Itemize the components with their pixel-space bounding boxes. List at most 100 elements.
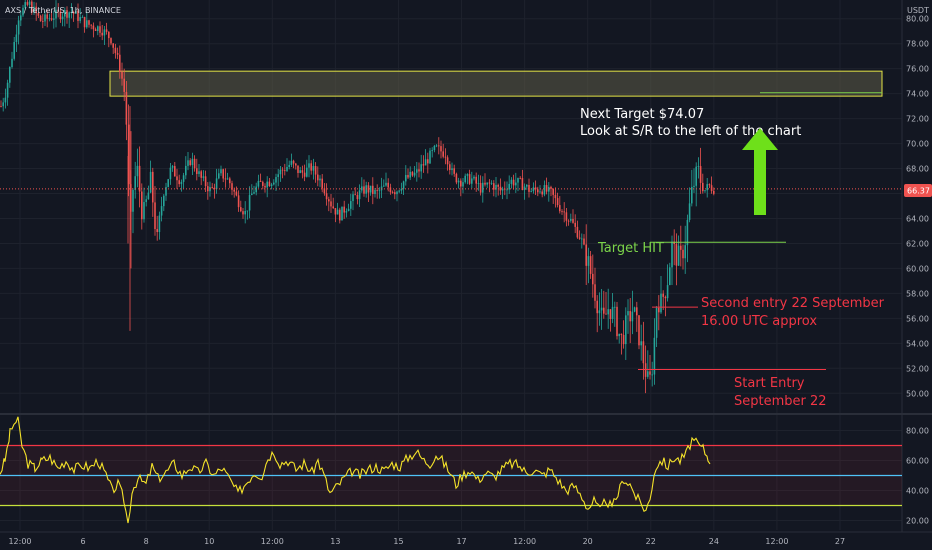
candle-body xyxy=(405,174,407,182)
candle-body xyxy=(369,185,372,193)
last-price-tag: 66.37 xyxy=(904,184,932,197)
time-tick-label: 12:00 xyxy=(513,537,536,546)
candle-body xyxy=(422,164,425,166)
candle-body xyxy=(39,15,42,22)
candle-body xyxy=(180,181,183,185)
candle-body xyxy=(125,91,128,125)
candle-body xyxy=(275,177,277,183)
candle-body xyxy=(319,178,321,181)
candle-body xyxy=(706,184,708,191)
candle-body xyxy=(6,82,9,98)
price-tick-label: 56.00 xyxy=(906,314,929,323)
candle-body xyxy=(343,206,345,213)
candle-body xyxy=(255,186,257,193)
candle-body xyxy=(391,192,394,193)
candle-body xyxy=(112,43,114,48)
candle-body xyxy=(460,180,462,187)
candle-body xyxy=(48,18,51,20)
candle-body xyxy=(358,190,361,200)
candle-body xyxy=(433,145,436,151)
candle-body xyxy=(354,194,356,196)
candle-body xyxy=(482,182,484,193)
candle-body xyxy=(431,150,433,151)
candle-body xyxy=(611,306,614,319)
candle-body xyxy=(145,199,147,203)
candle-body xyxy=(108,31,110,39)
start-entry-date-annotation: September 22 xyxy=(734,394,827,409)
candle-body xyxy=(548,186,550,192)
time-tick-label: 17 xyxy=(456,537,466,546)
candle-body xyxy=(251,193,253,196)
candle-body xyxy=(81,17,84,18)
candle-body xyxy=(629,311,631,322)
candle-body xyxy=(501,188,504,191)
candle-body xyxy=(99,26,101,33)
candle-body xyxy=(218,173,220,179)
candle-body xyxy=(638,315,640,346)
candle-body xyxy=(101,32,103,36)
candle-body xyxy=(413,172,416,176)
candle-body xyxy=(627,311,629,316)
price-tick-label: 70.00 xyxy=(906,140,929,149)
candle-body xyxy=(147,192,150,200)
candle-body xyxy=(686,219,689,246)
candle-body xyxy=(402,181,405,189)
candle-body xyxy=(506,189,508,191)
candle-body xyxy=(167,179,169,187)
price-tick-label: 72.00 xyxy=(906,115,929,124)
candle-body xyxy=(336,209,339,215)
candle-body xyxy=(222,169,224,179)
candle-body xyxy=(600,307,603,311)
candle-body xyxy=(317,174,319,181)
time-tick-label: 12:00 xyxy=(261,537,284,546)
candles xyxy=(0,0,902,394)
candle-body xyxy=(713,190,715,194)
candle-body xyxy=(314,166,317,175)
candle-body xyxy=(31,1,33,13)
next-target-annotation: Next Target $74.07 xyxy=(580,107,704,122)
time-tick-label: 24 xyxy=(709,537,719,546)
candle-body xyxy=(556,198,559,206)
candle-body xyxy=(143,202,145,220)
candle-body xyxy=(647,371,649,377)
candle-body xyxy=(303,172,306,177)
candle-body xyxy=(163,195,165,207)
candle-body xyxy=(231,183,233,190)
svg-text:66.37: 66.37 xyxy=(907,187,930,196)
candle-body xyxy=(383,185,385,187)
candle-body xyxy=(281,169,284,171)
candle-body xyxy=(411,171,414,176)
candle-body xyxy=(394,192,396,195)
candle-body xyxy=(213,187,216,190)
candle-body xyxy=(292,160,295,164)
candle-body xyxy=(633,307,636,312)
candle-body xyxy=(578,237,581,239)
candle-body xyxy=(299,170,301,173)
candle-body xyxy=(515,182,517,186)
symbol-info: AXS / TetherUS, 1h, BINANCE xyxy=(5,6,121,15)
candle-body xyxy=(664,296,667,299)
candle-body xyxy=(631,311,634,322)
candle-body xyxy=(653,337,656,375)
candle-body xyxy=(704,190,706,192)
rsi-tick-label: 80.00 xyxy=(906,427,929,436)
candle-body xyxy=(116,53,119,55)
candle-body xyxy=(92,25,95,30)
candle-body xyxy=(418,169,420,172)
candle-body xyxy=(174,166,176,177)
candle-body xyxy=(620,333,623,335)
time-axis[interactable]: 12:00 6 8 10 12:00 13 15 17 12:00 20 22 24 12:00 27 xyxy=(0,531,932,546)
candle-body xyxy=(435,145,438,147)
candle-body xyxy=(442,151,444,157)
time-tick-label: 8 xyxy=(144,537,149,546)
candle-body xyxy=(616,306,618,337)
time-tick-label: 22 xyxy=(646,537,656,546)
candle-body xyxy=(367,185,370,193)
candle-body xyxy=(660,293,662,313)
candle-body xyxy=(165,186,167,196)
candle-body xyxy=(72,12,75,14)
candle-body xyxy=(530,191,532,192)
price-axis[interactable]: 80.0078.0076.0074.0072.0070.0068.0066.00… xyxy=(906,15,929,526)
candle-body xyxy=(273,182,275,185)
